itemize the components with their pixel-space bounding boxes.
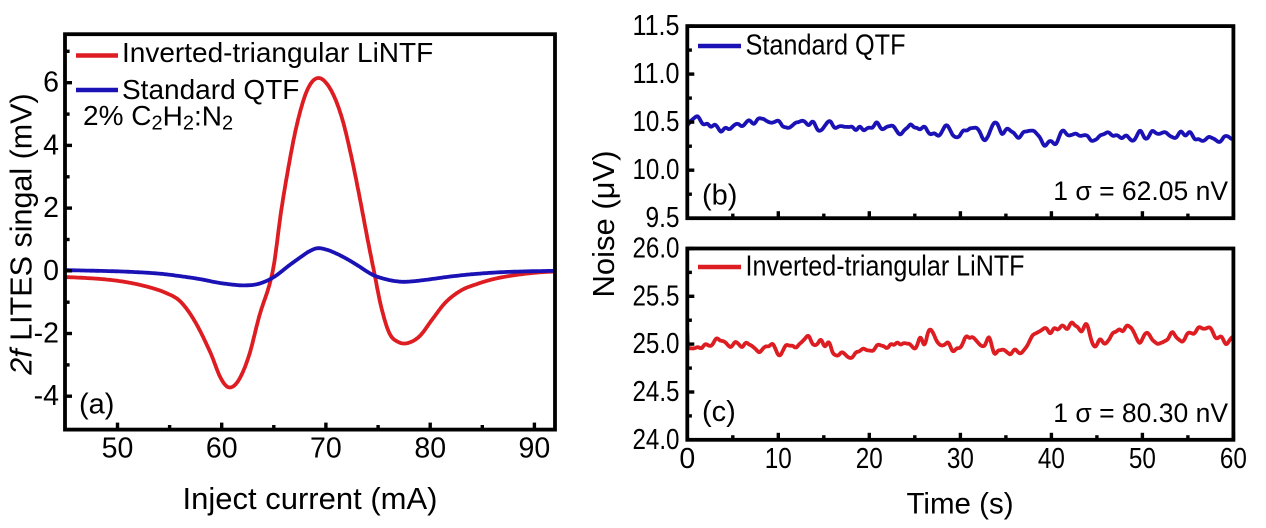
svg-text:26.0: 26.0 — [633, 233, 680, 265]
svg-text:(b): (b) — [702, 179, 737, 211]
svg-text:9.5: 9.5 — [646, 202, 680, 234]
svg-text:11.5: 11.5 — [633, 10, 680, 42]
svg-text:90: 90 — [519, 433, 551, 465]
svg-text:6: 6 — [43, 67, 59, 99]
svg-text:Standard QTF: Standard QTF — [122, 74, 299, 105]
svg-text:30: 30 — [947, 443, 974, 475]
svg-text:Inverted-triangular LiNTF: Inverted-triangular LiNTF — [746, 251, 1025, 283]
svg-text:Standard QTF: Standard QTF — [746, 30, 906, 62]
svg-text:Inject current (mA): Inject current (mA) — [183, 481, 438, 516]
svg-text:25.0: 25.0 — [633, 328, 680, 360]
svg-text:60: 60 — [1220, 443, 1247, 475]
svg-text:-4: -4 — [34, 380, 59, 412]
svg-text:Inverted-triangular LiNTF: Inverted-triangular LiNTF — [122, 37, 433, 68]
svg-text:10: 10 — [765, 443, 792, 475]
svg-text:2f LITES singal (mV): 2f LITES singal (mV) — [5, 93, 39, 375]
svg-text:(a): (a) — [79, 389, 114, 421]
svg-text:0: 0 — [679, 443, 695, 475]
svg-text:Time (s): Time (s) — [906, 488, 1013, 521]
svg-text:4: 4 — [43, 129, 59, 161]
svg-text:11.0: 11.0 — [633, 58, 680, 90]
svg-text:Noise (μV): Noise (μV) — [586, 150, 621, 297]
svg-text:10.5: 10.5 — [633, 106, 680, 138]
svg-text:1 σ = 80.30 nV: 1 σ = 80.30 nV — [1053, 398, 1228, 428]
svg-text:24.0: 24.0 — [633, 424, 680, 456]
svg-text:50: 50 — [1129, 443, 1156, 475]
svg-text:24.5: 24.5 — [633, 376, 680, 408]
svg-text:80: 80 — [414, 433, 446, 465]
svg-text:2: 2 — [43, 192, 59, 224]
svg-text:25.5: 25.5 — [633, 280, 680, 312]
svg-text:20: 20 — [856, 443, 883, 475]
svg-text:40: 40 — [1038, 443, 1065, 475]
svg-text:50: 50 — [102, 433, 134, 465]
svg-text:1 σ = 62.05 nV: 1 σ = 62.05 nV — [1053, 176, 1228, 206]
svg-text:-2: -2 — [34, 318, 59, 350]
svg-text:70: 70 — [310, 433, 342, 465]
svg-text:0: 0 — [43, 255, 59, 287]
svg-text:60: 60 — [206, 433, 238, 465]
svg-text:(c): (c) — [702, 396, 736, 428]
svg-text:10.0: 10.0 — [633, 154, 680, 186]
